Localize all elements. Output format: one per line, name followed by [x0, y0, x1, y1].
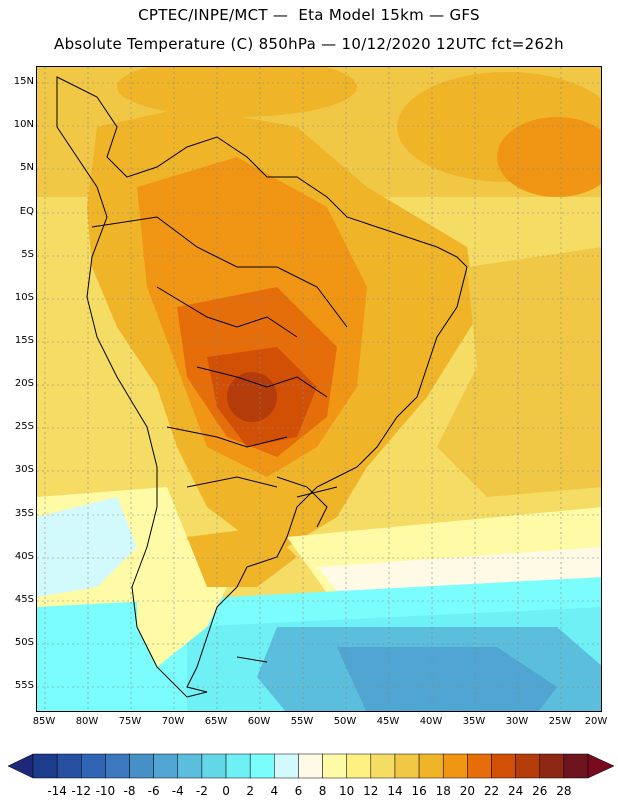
atlantic-tropical: [437, 247, 601, 497]
color-scale-cell: [346, 753, 372, 779]
color-scale-cell: [394, 753, 420, 779]
lon-label-85w: 85W: [32, 716, 56, 727]
lat-label-40s: 40S: [14, 551, 34, 562]
pampas-warm: [187, 527, 297, 587]
lon-label-75w: 75W: [118, 716, 142, 727]
color-scale-label: -2: [195, 784, 208, 798]
pacific-cooler: [37, 497, 137, 597]
lat-label-5n: 5N: [20, 162, 34, 173]
color-scale-label: -4: [171, 784, 184, 798]
lon-label-35w: 35W: [462, 716, 486, 727]
color-scale-right-arrow: [587, 753, 615, 779]
color-scale-label: 16: [411, 784, 427, 798]
north-atlantic-hot: [497, 117, 601, 197]
color-scale-label: 22: [483, 784, 500, 798]
temperature-map: [36, 66, 602, 712]
color-scale-cell: [370, 753, 396, 779]
lat-label-25s: 25S: [14, 421, 34, 432]
lon-label-45w: 45W: [376, 716, 400, 727]
lon-label-20w: 20W: [584, 716, 608, 727]
color-scale-cell: [563, 753, 589, 779]
color-scale-cell: [491, 753, 516, 779]
color-scale-label: 24: [507, 784, 524, 798]
lat-label-20s: 20S: [14, 378, 34, 389]
color-scale-label: -6: [147, 784, 160, 798]
chart-title-line-2: Absolute Temperature (C) 850hPa — 10/12/…: [54, 35, 564, 53]
color-scale-cell: [153, 753, 179, 779]
lon-label-65w: 65W: [204, 716, 228, 727]
color-scale-cell: [418, 753, 444, 779]
chaco-core: [227, 372, 277, 422]
lat-label-5s: 5S: [21, 249, 34, 260]
lon-label-40w: 40W: [419, 716, 443, 727]
color-scale-cell: [105, 753, 130, 779]
lon-label-25w: 25W: [548, 716, 572, 727]
lon-label-80w: 80W: [75, 716, 99, 727]
graticule: [37, 67, 601, 711]
color-scale-label: 8: [318, 784, 327, 798]
drake-coldest: [337, 647, 557, 711]
color-scale-cell: [515, 753, 540, 779]
color-scale-label: 4: [270, 784, 279, 798]
lat-label-10n: 10N: [13, 119, 34, 130]
color-scale-label: 26: [532, 784, 548, 798]
lat-label-eq: EQ: [19, 206, 34, 217]
color-scale-label: 18: [435, 784, 451, 798]
temperature-field: [37, 67, 601, 711]
color-scale-cell: [298, 753, 323, 779]
lon-label-30w: 30W: [505, 716, 529, 727]
color-scale-cell: [201, 753, 227, 779]
color-scale-cell: [322, 753, 347, 779]
lon-label-60w: 60W: [247, 716, 271, 727]
color-scale-label: -12: [71, 784, 92, 798]
lon-label-70w: 70W: [161, 716, 185, 727]
coastlines: [56, 76, 468, 698]
color-scale-cell: [177, 753, 203, 779]
color-scale-cell: [129, 753, 154, 779]
color-scale-left-arrow: [7, 753, 34, 779]
lat-label-10s: 10S: [14, 292, 34, 303]
lat-label-45s: 45S: [14, 594, 34, 605]
color-scale-cell: [539, 753, 565, 779]
color-scale-cell: [442, 753, 468, 779]
lon-label-50w: 50W: [333, 716, 357, 727]
color-scale-bar: [7, 753, 615, 779]
lat-label-50s: 50S: [14, 637, 34, 648]
lat-label-55s: 55S: [14, 680, 34, 691]
color-scale-label: 28: [556, 784, 572, 798]
color-scale-label: 0: [222, 784, 230, 798]
lat-label-30s: 30S: [14, 464, 34, 475]
caribbean-warm: [117, 67, 357, 117]
color-scale-cell: [467, 753, 492, 779]
color-scale-cells: [7, 753, 615, 779]
color-scale-label: 20: [459, 784, 475, 798]
color-scale-cell: [225, 753, 251, 779]
chart-title-line-1: CPTEC/INPE/MCT — Eta Model 15km — GFS: [138, 6, 480, 24]
lat-label-35s: 35S: [14, 508, 34, 519]
color-scale-cell: [81, 753, 106, 779]
lon-label-55w: 55W: [290, 716, 314, 727]
color-scale-cell: [274, 753, 299, 779]
color-scale-label: -14: [47, 784, 67, 798]
lat-label-15n: 15N: [13, 76, 34, 87]
color-scale-label: 12: [363, 784, 379, 798]
color-scale-label: -10: [95, 784, 116, 798]
color-scale-label: 6: [294, 784, 303, 798]
color-scale-label: 10: [339, 784, 355, 798]
color-scale-cell: [56, 753, 82, 779]
color-scale-label: -8: [123, 784, 136, 798]
color-scale-cell: [249, 753, 275, 779]
color-scale-label: 2: [246, 784, 254, 798]
color-scale-cell: [32, 753, 58, 779]
color-scale-label: 14: [387, 784, 403, 798]
lat-label-15s: 15S: [14, 335, 34, 346]
